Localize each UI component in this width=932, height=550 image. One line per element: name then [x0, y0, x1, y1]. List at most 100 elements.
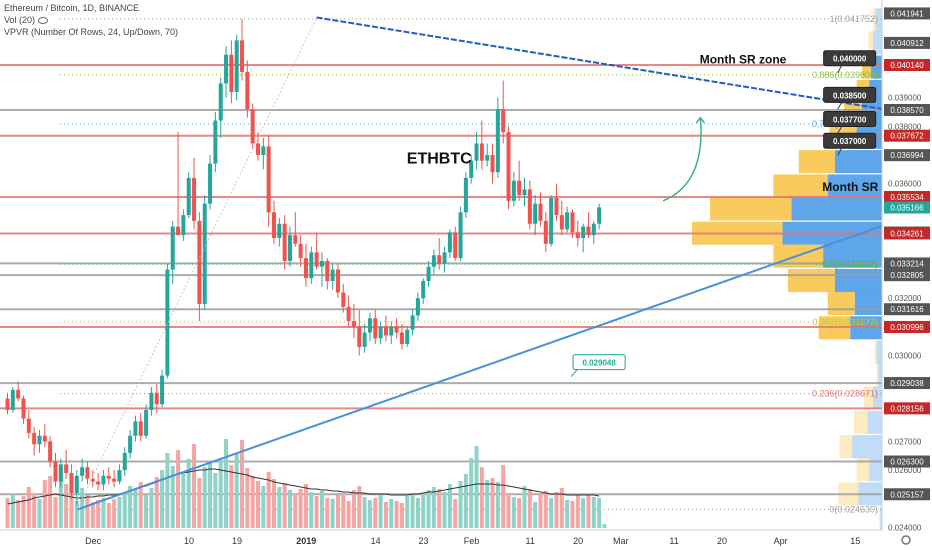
vpvr-row-up: [791, 197, 882, 221]
callout-pointer: [837, 65, 843, 73]
x-tick-label: 11: [669, 536, 678, 546]
volume-bar: [170, 466, 175, 528]
volume-bar: [197, 478, 202, 528]
candle-body: [581, 226, 586, 239]
volume-bar: [186, 459, 191, 528]
candle-body: [447, 232, 452, 253]
price-axis: 0.039000 0.038000 0.036000 0.032000 0.030000…: [881, 0, 932, 550]
volume-bar: [490, 478, 495, 528]
candle-body: [559, 215, 564, 230]
volume-bar: [575, 495, 580, 528]
fib-levels: 1(0.041752)0.886(0.039800)0.786(0.038086…: [60, 14, 882, 514]
volume-bar: [96, 500, 101, 528]
volume-bar: [133, 489, 138, 528]
volume-bar: [282, 483, 287, 528]
vpvr-row-up: [872, 31, 882, 55]
volume-bar: [144, 495, 149, 528]
volume-bar: [474, 446, 479, 528]
vpvr-row-up: [827, 174, 882, 198]
volume-bar: [485, 480, 490, 528]
volume-bar: [218, 458, 223, 528]
x-tick-label: 14: [371, 536, 381, 546]
legend-vpvr-label: VPVR (Number Of Rows, 24, Up/Down, 70): [4, 27, 179, 37]
volume-bar: [373, 498, 378, 528]
candle-body: [218, 83, 223, 121]
vpvr-row-down: [863, 386, 873, 410]
x-tick-label: 15: [850, 536, 860, 546]
candle-body: [208, 163, 213, 204]
fib-label: 1(0.041752): [829, 14, 878, 24]
candle-body: [170, 226, 175, 270]
vpvr-row-up: [854, 291, 882, 315]
volume-bar: [229, 465, 234, 528]
volume-bar: [256, 481, 261, 528]
candle-body: [42, 435, 47, 442]
candle-body: [165, 269, 170, 376]
legend-vpvr[interactable]: VPVR (Number Of Rows, 24, Up/Down, 70): [4, 26, 178, 38]
eye-icon[interactable]: [38, 17, 49, 25]
volume-bar: [32, 493, 37, 528]
volume-bar: [277, 487, 282, 528]
volume-bar: [122, 492, 127, 528]
legend-volume[interactable]: Vol (20): [4, 14, 178, 26]
vpvr-row-up: [880, 506, 882, 530]
volume-bar: [362, 497, 367, 528]
volume-bar: [527, 489, 532, 528]
volume-bar: [53, 497, 58, 528]
callout-pointer: [570, 369, 578, 378]
volume-bar: [421, 494, 426, 528]
volume-bar: [303, 484, 308, 528]
candle-body: [245, 71, 250, 110]
candle-body: [26, 418, 31, 433]
price-label-box: [884, 36, 930, 49]
fib-label: 0(0.024630): [829, 504, 878, 514]
vpvr-row-up: [869, 458, 882, 482]
candle-body: [144, 409, 149, 436]
candle-body: [192, 177, 197, 221]
volume-bar: [442, 492, 447, 528]
candle-body: [517, 180, 522, 196]
legend-symbol-label: Ethereum / Bitcoin, 1D, BINANCE: [4, 3, 140, 13]
candle-body: [474, 143, 479, 161]
callout-text: 0.029048: [582, 359, 616, 368]
volume-bar: [591, 497, 596, 528]
candle-body: [138, 421, 143, 436]
price-label-text: 0.037672: [890, 132, 924, 141]
candle-body: [69, 472, 74, 494]
candle-body: [490, 154, 495, 173]
volume-bar: [21, 496, 26, 528]
price-label-text: 0.036994: [890, 151, 924, 160]
candle-body: [256, 143, 261, 155]
callout-text: 0.037000: [833, 137, 867, 146]
candle-body: [117, 470, 122, 482]
price-label-box: [884, 303, 930, 316]
vpvr-row-down: [710, 197, 792, 221]
x-tick-label: 20: [717, 536, 727, 546]
volume-bar: [437, 489, 442, 528]
volume-bar: [5, 498, 10, 528]
candle-body: [90, 478, 95, 482]
candle-body: [80, 467, 85, 476]
candle-body: [106, 475, 111, 479]
candle-body: [479, 143, 484, 161]
candle-body: [96, 481, 101, 485]
y-tick-label: 0.027000: [888, 437, 922, 446]
candle-body: [543, 220, 548, 244]
candle-body: [362, 332, 367, 347]
price-label-text: 0.035166: [890, 204, 924, 213]
candle-body: [549, 197, 554, 244]
price-label-box: [884, 227, 930, 240]
candle-body: [325, 260, 330, 282]
candle-body: [394, 326, 399, 333]
volume-bar: [69, 490, 74, 528]
candle-body: [575, 232, 580, 239]
vpvr-row-down: [853, 410, 868, 434]
candle-body: [501, 109, 506, 133]
volume-bar: [181, 474, 186, 528]
price-label-text: 0.041941: [890, 9, 924, 18]
vpvr-row-up: [875, 8, 882, 32]
candle-body: [442, 252, 447, 264]
legend-symbol[interactable]: Ethereum / Bitcoin, 1D, BINANCE: [4, 2, 178, 14]
